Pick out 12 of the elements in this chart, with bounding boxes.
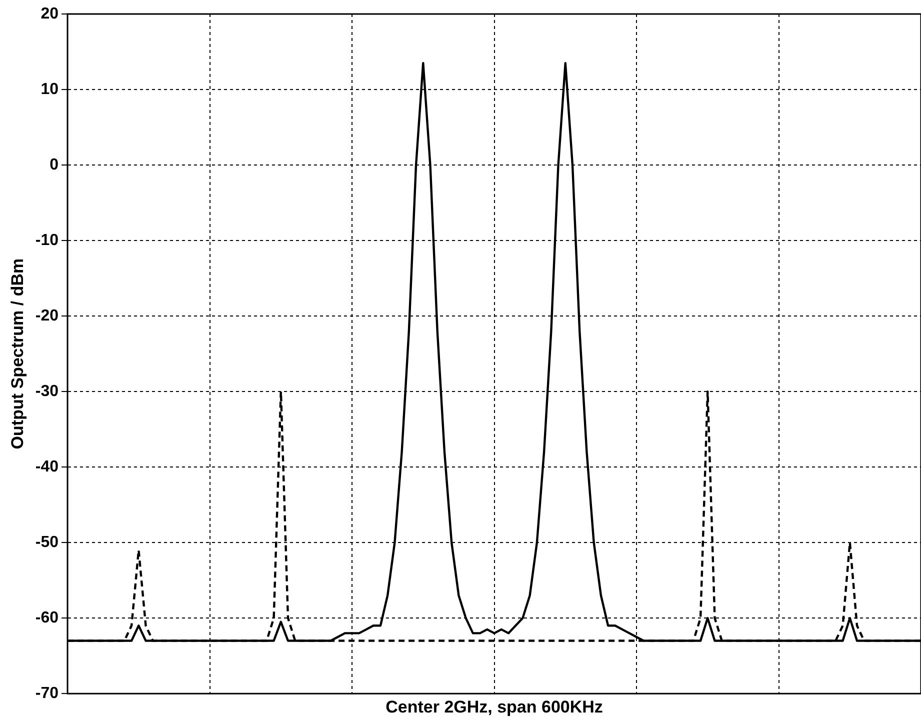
y-tick-label: -60: [35, 609, 59, 626]
y-tick-label: -20: [35, 307, 59, 324]
y-tick-label: -10: [35, 232, 59, 249]
y-tick-label: -50: [35, 534, 59, 551]
y-tick-label: -70: [35, 685, 59, 702]
y-tick-label: -40: [35, 458, 59, 476]
y-tick-label: -30: [35, 382, 59, 400]
x-axis-title: Center 2GHz, span 600KHz: [386, 697, 603, 716]
y-tick-label: 10: [40, 80, 59, 98]
y-tick-label: 20: [40, 5, 59, 22]
y-tick-label: 0: [50, 156, 59, 174]
y-axis-title: Output Spectrum / dBm: [8, 258, 27, 450]
